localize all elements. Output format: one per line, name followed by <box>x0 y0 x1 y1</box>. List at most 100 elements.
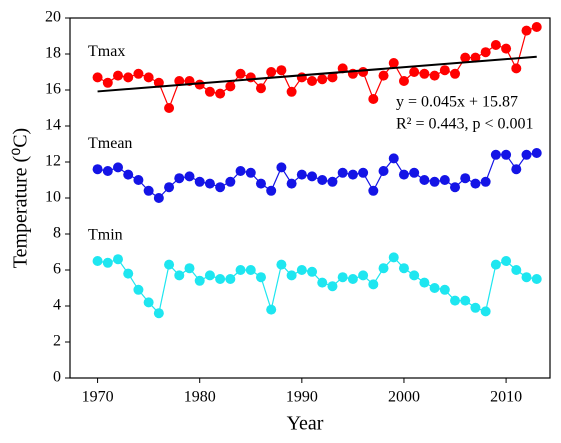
data-point <box>164 103 175 113</box>
data-point <box>123 72 134 83</box>
data-point <box>296 72 307 83</box>
data-point <box>245 72 256 83</box>
data-point <box>307 171 318 182</box>
y-tick-label: 4 <box>53 297 61 314</box>
data-point <box>419 277 430 288</box>
y-tick-label: 20 <box>45 9 61 26</box>
y-tick-label: 12 <box>45 153 61 170</box>
data-point <box>174 270 185 281</box>
data-point <box>174 173 185 184</box>
data-point <box>204 86 215 97</box>
data-point <box>245 167 256 178</box>
data-point <box>378 263 389 274</box>
data-point <box>450 295 461 306</box>
data-point <box>317 74 328 85</box>
data-point <box>164 259 175 270</box>
data-point <box>194 79 205 90</box>
x-tick-label: 2010 <box>490 389 522 406</box>
data-point <box>531 274 542 284</box>
data-point <box>286 270 297 281</box>
data-point <box>511 265 522 275</box>
y-axis-title: Temperature (⁰C) <box>10 128 32 268</box>
y-tick-label: 0 <box>53 369 61 386</box>
data-point <box>317 277 328 288</box>
data-point <box>439 65 450 76</box>
data-point <box>460 295 471 306</box>
y-tick-label: 18 <box>45 45 61 62</box>
data-point <box>164 182 175 193</box>
data-point <box>133 68 144 79</box>
data-point <box>317 175 328 185</box>
data-point <box>133 175 144 185</box>
data-point <box>531 148 542 158</box>
data-point <box>153 308 164 319</box>
data-point <box>286 178 297 189</box>
data-point <box>501 149 512 160</box>
series-label: Tmin <box>88 227 123 244</box>
data-point <box>409 270 420 281</box>
y-tick-label: 16 <box>45 81 61 98</box>
data-point <box>266 185 277 196</box>
data-point <box>388 58 399 68</box>
data-point <box>358 270 369 281</box>
data-point <box>266 304 277 315</box>
data-point <box>184 171 195 182</box>
series-label: Tmean <box>88 135 132 152</box>
data-point <box>429 283 440 293</box>
x-axis-title: Year <box>287 413 324 435</box>
data-point <box>398 169 409 180</box>
data-point <box>296 169 307 180</box>
data-point <box>347 274 358 284</box>
data-point <box>143 185 154 196</box>
x-tick-label: 2000 <box>388 389 420 406</box>
data-point <box>470 302 481 313</box>
data-point <box>368 185 379 196</box>
series-label: Tmax <box>88 43 125 60</box>
data-point <box>337 272 348 283</box>
data-point <box>460 52 471 63</box>
data-point <box>378 70 389 81</box>
data-point <box>307 76 318 86</box>
data-point <box>204 178 215 189</box>
data-point <box>194 275 205 286</box>
data-point <box>123 268 134 279</box>
data-point <box>327 72 338 83</box>
data-point <box>470 52 481 63</box>
data-point <box>429 176 440 187</box>
data-point <box>102 257 113 268</box>
data-point <box>123 169 134 180</box>
data-point <box>327 281 338 292</box>
x-tick-label: 1980 <box>184 389 216 406</box>
data-point <box>419 175 430 185</box>
data-point <box>521 149 532 160</box>
data-point <box>531 22 542 32</box>
data-point <box>113 254 123 265</box>
data-point <box>266 67 277 77</box>
data-point <box>194 176 205 187</box>
data-point <box>460 173 471 184</box>
data-point <box>255 83 266 94</box>
data-point <box>255 272 266 283</box>
data-point <box>480 176 491 187</box>
data-point <box>153 193 164 203</box>
series-line <box>97 256 537 315</box>
data-point <box>225 81 236 92</box>
y-tick-label: 14 <box>45 117 61 134</box>
x-tick-label: 1990 <box>286 389 318 406</box>
data-point <box>235 166 246 176</box>
data-point <box>480 47 491 58</box>
data-point <box>521 272 532 283</box>
data-point <box>92 72 103 83</box>
data-point <box>368 94 379 104</box>
data-point <box>276 162 287 173</box>
data-point <box>153 77 164 88</box>
data-point <box>215 274 226 284</box>
x-tick-label: 1970 <box>82 389 114 406</box>
data-point <box>419 68 430 79</box>
data-point <box>470 178 481 189</box>
data-point <box>398 263 409 274</box>
data-point <box>388 153 399 164</box>
data-point <box>235 265 246 275</box>
data-point <box>143 72 154 83</box>
